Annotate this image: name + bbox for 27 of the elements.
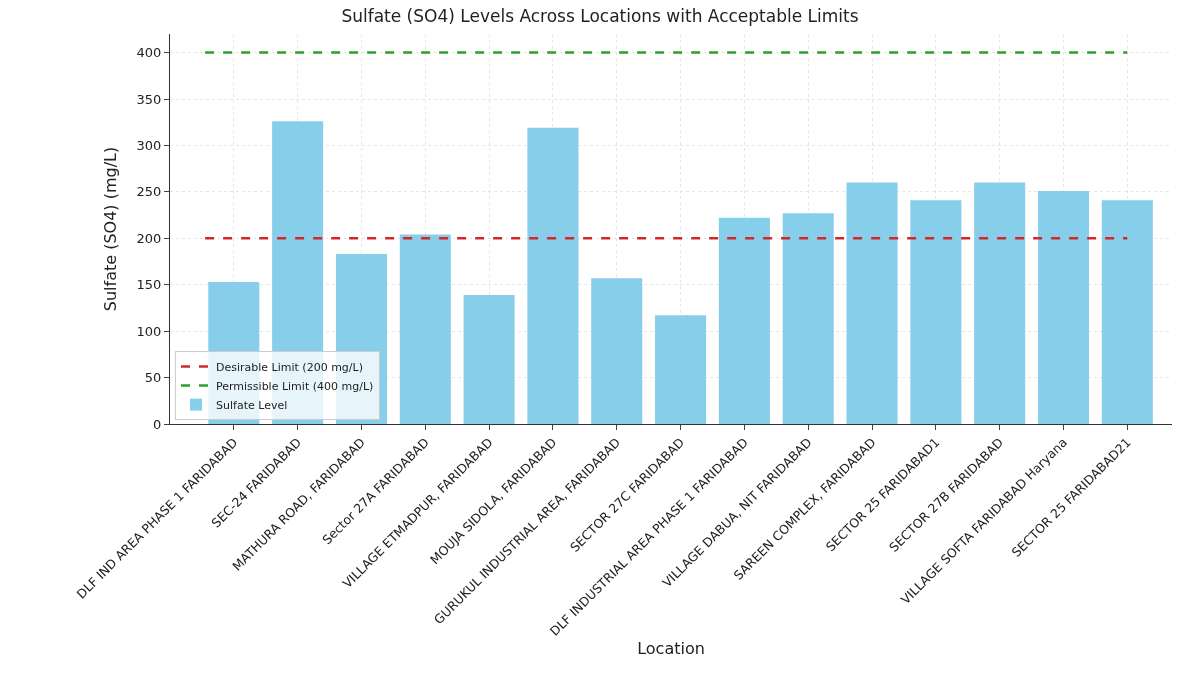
bar: [910, 200, 962, 424]
y-tick-label: 100: [136, 323, 162, 339]
bar: [527, 127, 579, 424]
legend-label: Desirable Limit (200 mg/L): [216, 360, 363, 374]
y-tick-label: 0: [153, 416, 162, 432]
y-tick-label: 200: [136, 230, 162, 246]
bar: [782, 213, 834, 424]
bar: [974, 182, 1026, 424]
y-tick-label: 250: [136, 184, 162, 200]
bar: [846, 182, 898, 424]
legend-label: Sulfate Level: [216, 398, 288, 412]
chart-title: Sulfate (SO4) Levels Across Locations with Acceptable Limits: [341, 6, 859, 27]
bar: [399, 234, 451, 424]
y-tick-label: 300: [136, 137, 162, 153]
y-tick-label: 150: [136, 277, 162, 293]
y-tick-label: 350: [136, 91, 162, 107]
y-tick-label: 50: [144, 370, 162, 386]
y-tick-label: 400: [136, 45, 162, 61]
bar: [591, 278, 643, 424]
bar: [463, 294, 515, 424]
bar: [1101, 200, 1153, 424]
y-axis-title: Sulfate (SO4) (mg/L): [101, 146, 121, 312]
x-axis-title: Location: [637, 639, 705, 659]
bar: [655, 315, 707, 424]
bar: [1037, 190, 1090, 424]
bar: [718, 217, 770, 424]
legend-label: Permissible Limit (400 mg/L): [216, 379, 374, 393]
